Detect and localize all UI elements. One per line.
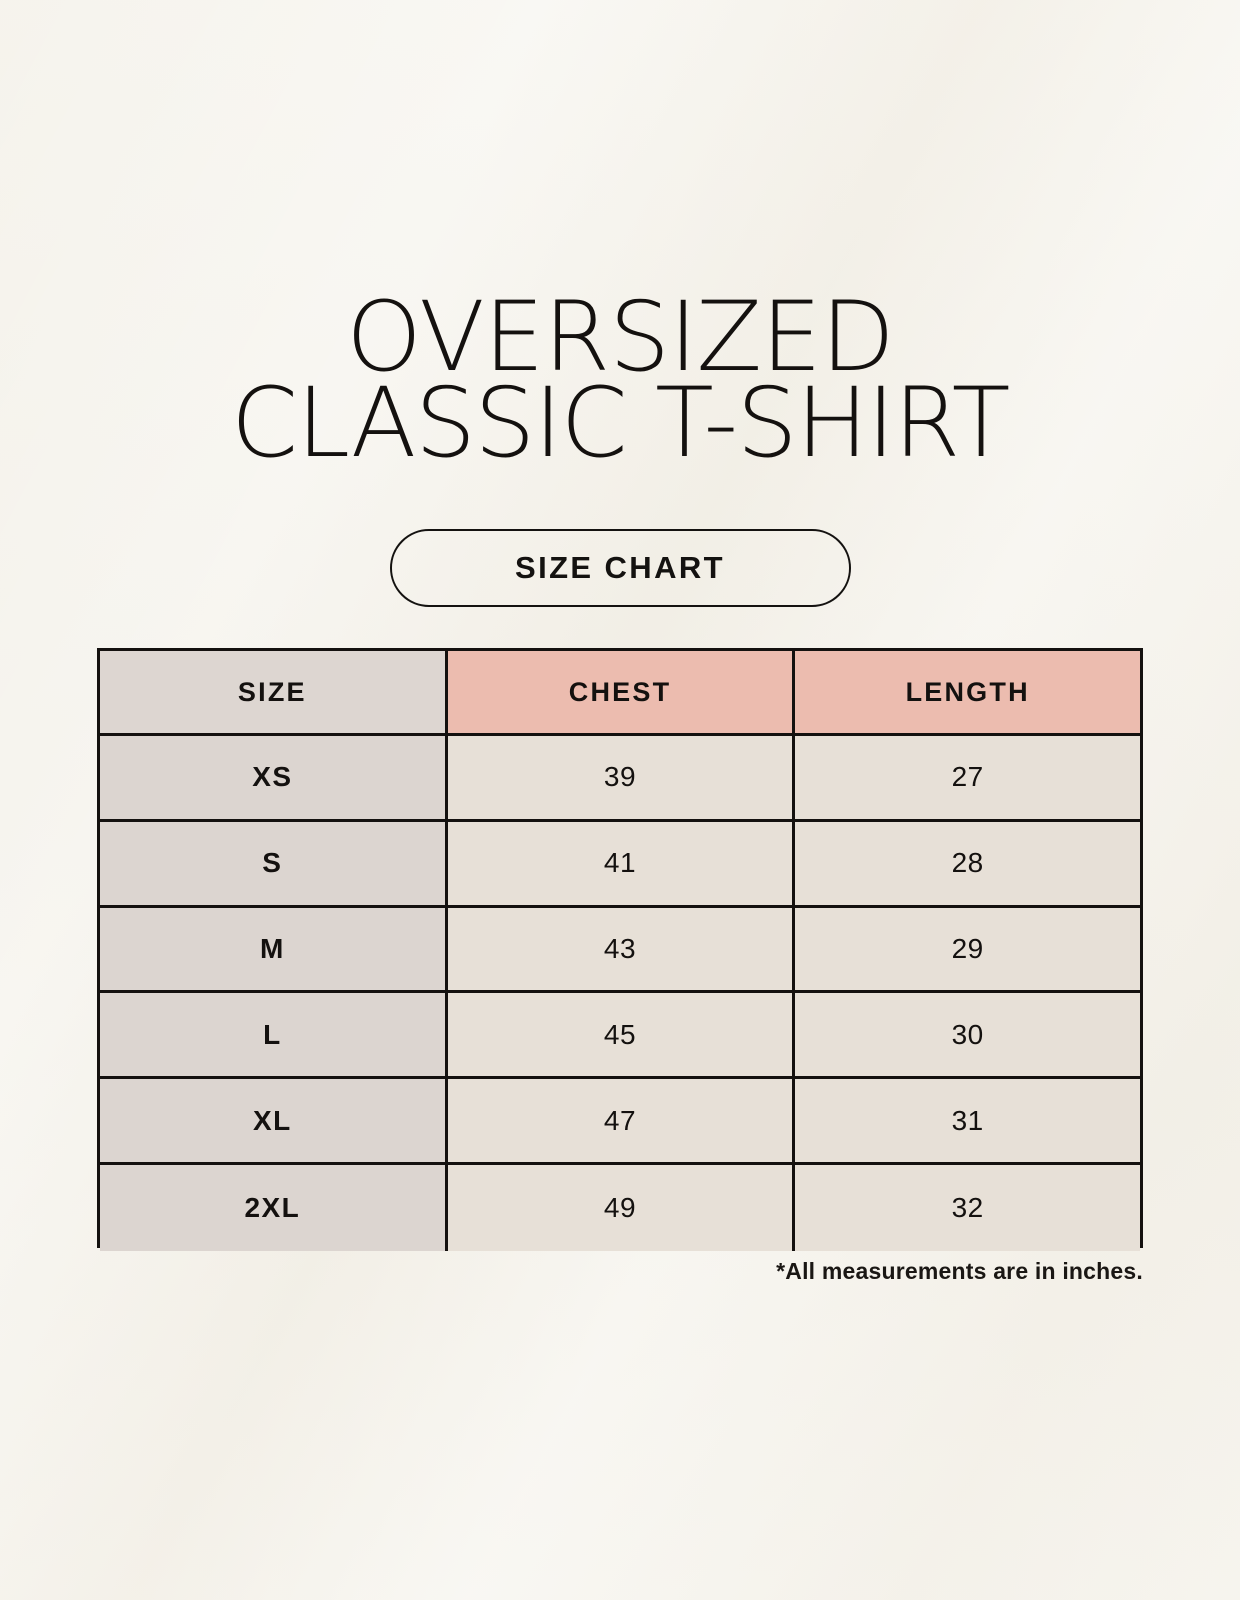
title-line-1: OVERSIZED <box>346 281 895 393</box>
table-row: L 45 30 <box>100 993 1141 1080</box>
cell-chest: 39 <box>447 736 796 819</box>
column-header-size: SIZE <box>100 651 448 733</box>
cell-length: 31 <box>795 1079 1141 1162</box>
table-row: XS 39 27 <box>100 736 1141 822</box>
cell-length: 32 <box>795 1164 1141 1251</box>
cell-chest: 49 <box>447 1164 796 1251</box>
table-header-row: SIZE CHEST LENGTH <box>100 651 1141 736</box>
size-chart-badge: SIZE CHART <box>389 529 851 607</box>
cell-length: 28 <box>795 821 1141 905</box>
page-title: OVERSIZED CLASSIC T-SHIRT <box>0 281 1240 479</box>
column-header-chest: CHEST <box>447 651 796 733</box>
table-row: XL 47 31 <box>100 1079 1141 1165</box>
table-row: 2XL 49 32 <box>100 1164 1141 1251</box>
table-row: S 41 28 <box>100 821 1141 908</box>
cell-size: M <box>100 907 448 991</box>
cell-length: 30 <box>795 993 1141 1077</box>
cell-size: XL <box>100 1079 448 1162</box>
column-header-length: LENGTH <box>795 651 1141 733</box>
cell-length: 29 <box>795 907 1141 991</box>
size-chart-table: SIZE CHEST LENGTH XS 39 27 S 41 28 M 43 … <box>97 648 1143 1251</box>
badge-container: SIZE CHART <box>0 529 1240 607</box>
cell-size: 2XL <box>100 1164 448 1251</box>
cell-chest: 47 <box>447 1079 796 1162</box>
cell-size: S <box>100 821 448 905</box>
title-line-2: CLASSIC T-SHIRT <box>231 367 1010 479</box>
cell-chest: 45 <box>447 993 796 1077</box>
cell-chest: 41 <box>447 821 796 905</box>
cell-size: L <box>100 993 448 1077</box>
cell-chest: 43 <box>447 907 796 991</box>
cell-length: 27 <box>795 736 1141 819</box>
cell-size: XS <box>100 736 448 819</box>
table-row: M 43 29 <box>100 907 1141 994</box>
measurements-footnote: *All measurements are in inches. <box>776 1258 1143 1284</box>
